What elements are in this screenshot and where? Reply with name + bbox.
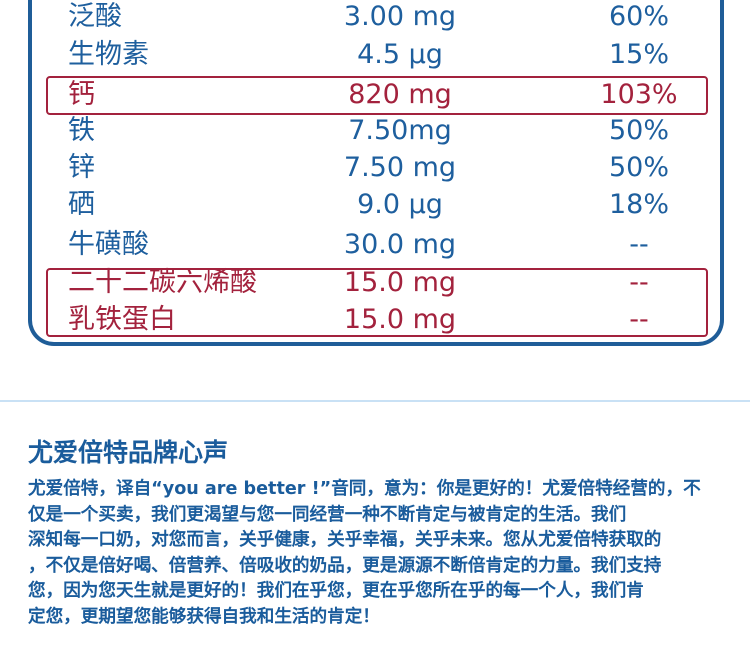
nutrient-amount: 9.0 µg	[357, 189, 443, 220]
nutrient-amount: 7.50 mg	[343, 152, 457, 183]
table-row: 铁 7.50mg 50%	[0, 112, 750, 150]
paragraph-line: 深知每一口奶，对您而言，关乎健康，关乎幸福，关乎未来。您从尤爱倍特获取的	[28, 530, 662, 551]
calcium-highlight-box	[46, 76, 708, 115]
nutrition-table-card	[28, 0, 724, 346]
table-row: 钙 820 mg 103%	[0, 76, 750, 114]
paragraph-line: 您，因为您天生就是更好的！我们在乎您，更在乎您所在乎的每一个人，我们肯	[28, 581, 644, 602]
paragraph-line: 仅是一个买卖，我们更渴望与您一同经营一种不断肯定与被肯定的生活。我们	[28, 504, 627, 525]
nutrient-amount: 30.0 mg	[343, 229, 457, 260]
table-row: 牛磺酸 30.0 mg --	[0, 226, 750, 264]
section-divider	[0, 400, 750, 402]
nutrient-amount: 15.0 mg	[343, 304, 457, 335]
nutrient-percent: --	[629, 304, 649, 335]
nutrient-amount: 15.0 mg	[343, 267, 457, 298]
paragraph-line: ，不仅是倍好喝、倍营养、倍吸收的奶品，更是源源不断倍肯定的力量。我们支持	[28, 555, 662, 576]
table-row: 硒 9.0 µg 18%	[0, 186, 750, 224]
nutrient-percent: 50%	[608, 152, 669, 183]
nutrient-name: 生物素	[68, 39, 149, 70]
nutrient-percent: 15%	[608, 39, 669, 70]
nutrient-name: 硒	[68, 189, 95, 220]
paragraph-line: 定您，更期望您能够获得自我和生活的肯定！	[28, 606, 380, 627]
nutrient-amount: 3.00 mg	[343, 1, 457, 32]
nutrient-percent: --	[629, 229, 649, 260]
table-row: 锌 7.50 mg 50%	[0, 149, 750, 187]
nutrient-name: 乳铁蛋白	[68, 304, 176, 335]
nutrient-percent: 18%	[608, 189, 669, 220]
table-row: 二十二碳六烯酸 15.0 mg --	[0, 264, 750, 302]
nutrient-name: 泛酸	[68, 1, 122, 32]
nutrient-amount: 7.50mg	[348, 115, 452, 146]
nutrient-name: 二十二碳六烯酸	[68, 267, 257, 298]
table-row: 乳铁蛋白 15.0 mg --	[0, 301, 750, 339]
nutrient-percent: 103%	[600, 79, 678, 110]
brand-heading: 尤爱倍特品牌心声	[28, 438, 229, 467]
nutrient-amount: 4.5 µg	[357, 39, 443, 70]
table-row: 生物素 4.5 µg 15%	[0, 36, 750, 74]
paragraph-line: 尤爱倍特，译自“you are better !”音同，意为：你是更好的！尤爱倍…	[28, 479, 701, 499]
nutrient-name: 铁	[68, 115, 95, 146]
nutrient-percent: --	[629, 267, 649, 298]
dha-lactoferrin-highlight-box	[46, 268, 708, 337]
nutrient-amount: 820 mg	[348, 79, 452, 110]
nutrient-name: 钙	[68, 79, 95, 110]
nutrient-percent: 50%	[608, 115, 669, 146]
nutrient-percent: 60%	[608, 1, 669, 32]
nutrient-name: 牛磺酸	[68, 229, 149, 260]
table-row: 泛酸 3.00 mg 60%	[0, 0, 750, 36]
nutrient-name: 锌	[68, 152, 95, 183]
brand-paragraph: 尤爱倍特，译自“you are better !”音同，意为：你是更好的！尤爱倍…	[28, 477, 738, 631]
